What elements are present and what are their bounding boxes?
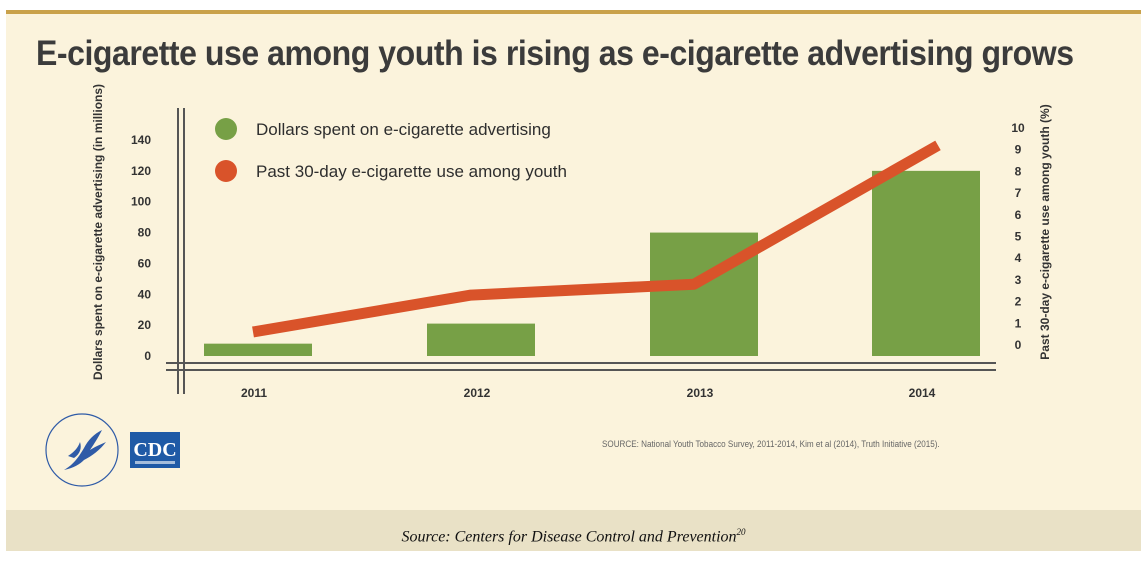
- bars-group: [204, 170, 980, 356]
- y2-axis-title: Past 30-day e-cigarette use among youth …: [1038, 104, 1052, 359]
- y2-tick-label: 7: [1015, 186, 1022, 200]
- bar-2011: [204, 343, 312, 356]
- chart-canvas: 0 20 40 60 80 100 120 140 0 1 2 3 4 5 6 7 8 9 10 2011 2012…: [91, 84, 1052, 400]
- caption-bar: [6, 510, 1141, 551]
- source-note: SOURCE: National Youth Tobacco Survey, 2…: [602, 439, 940, 449]
- legend-label-line: Past 30-day e-cigarette use among youth: [256, 162, 567, 181]
- y-tick-label: 40: [138, 287, 152, 301]
- y-axis-title: Dollars spent on e-cigarette advertising…: [91, 84, 105, 380]
- x-tick-label: 2014: [909, 386, 936, 400]
- y2-tick-label: 6: [1015, 208, 1022, 222]
- y2-tick-label: 2: [1015, 295, 1022, 309]
- bar-2012: [427, 323, 535, 356]
- x-tick-label: 2012: [464, 386, 491, 400]
- y-tick-label: 140: [131, 133, 151, 147]
- y2-tick-label: 8: [1015, 164, 1022, 178]
- y2-tick-label: 0: [1015, 338, 1022, 352]
- y2-tick-label: 10: [1011, 121, 1025, 135]
- caption-text: Source: Centers for Disease Control and …: [401, 528, 737, 546]
- bar-2014: [872, 170, 980, 356]
- legend-swatch-line: [215, 160, 237, 182]
- caption-reference: 20: [736, 527, 746, 537]
- y-tick-label: 60: [138, 256, 152, 270]
- x-tick-label: 2013: [687, 386, 714, 400]
- right-axis-ticks: 0 1 2 3 4 5 6 7 8 9 10: [1011, 121, 1025, 352]
- y-tick-label: 120: [131, 164, 151, 178]
- axes-group: [166, 108, 996, 394]
- y2-tick-label: 3: [1015, 273, 1022, 287]
- y2-tick-label: 5: [1015, 230, 1022, 244]
- left-axis-ticks: 0 20 40 60 80 100 120 140: [131, 133, 151, 363]
- y2-tick-label: 4: [1015, 251, 1022, 265]
- x-tick-label: 2011: [241, 386, 267, 400]
- line-series-youth-use: [252, 140, 941, 338]
- svg-text:CDC: CDC: [133, 439, 176, 461]
- legend: Dollars spent on e-cigarette advertising…: [215, 118, 567, 182]
- cdc-logo: CDC: [130, 432, 180, 473]
- top-rule: [6, 10, 1141, 14]
- x-axis-ticks: 2011 2012 2013 2014: [241, 386, 936, 400]
- legend-label-bars: Dollars spent on e-cigarette advertising: [256, 120, 551, 139]
- line-series-group: [252, 140, 941, 338]
- hhs-eagle-logo: [44, 412, 120, 493]
- figure-caption: Source: Centers for Disease Control and …: [6, 528, 1141, 545]
- y-tick-label: 20: [138, 318, 152, 332]
- y-tick-label: 100: [131, 195, 151, 209]
- y2-tick-label: 9: [1015, 143, 1022, 157]
- y-tick-label: 80: [138, 226, 152, 240]
- y2-tick-label: 1: [1015, 316, 1022, 330]
- y-tick-label: 0: [144, 349, 151, 363]
- chart-title: E-cigarette use among youth is rising as…: [36, 34, 1074, 73]
- legend-swatch-bars: [215, 118, 237, 140]
- infographic: E-cigarette use among youth is rising as…: [6, 0, 1141, 561]
